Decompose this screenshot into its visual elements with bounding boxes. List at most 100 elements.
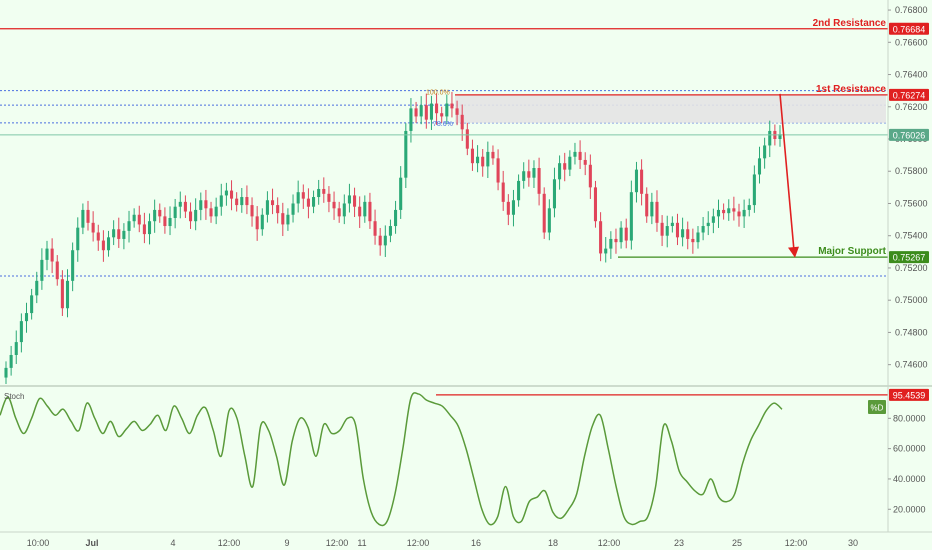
candle-body — [153, 209, 157, 222]
candle-body — [593, 187, 598, 222]
candle-body — [634, 169, 639, 193]
candle-body — [681, 229, 685, 238]
time-tick-label: 12:00 — [326, 538, 349, 548]
candle-body — [670, 222, 674, 227]
time-tick-label: 23 — [674, 538, 684, 548]
candle-body — [588, 164, 592, 188]
candle-body — [450, 103, 454, 109]
candle-body — [583, 159, 587, 165]
candle-body — [424, 105, 428, 120]
candle-body — [522, 171, 526, 181]
candle-body — [414, 108, 418, 117]
price-tick-label: 0.75400 — [895, 231, 928, 241]
candle-body — [732, 208, 736, 212]
candle-body — [35, 280, 39, 296]
time-tick-label: 16 — [471, 538, 481, 548]
candle-body — [383, 235, 387, 246]
candle-body — [506, 201, 510, 215]
fib-label-100: 100.0% — [426, 89, 450, 96]
candle-body — [394, 209, 398, 227]
candle-body — [624, 227, 628, 241]
candle-body — [578, 151, 582, 160]
candle-body — [517, 180, 521, 201]
candle-body — [158, 209, 162, 217]
stoch-title: Stoch — [4, 392, 24, 401]
price-tick-label: 0.75600 — [895, 198, 928, 208]
candle-body — [675, 222, 680, 238]
price-tick-label: 0.75200 — [895, 263, 928, 273]
candle-body — [465, 129, 469, 149]
candle-body — [224, 190, 228, 196]
candle-body — [112, 229, 116, 238]
second-resistance-label: 2nd Resistance — [813, 18, 887, 29]
candle-body — [106, 237, 111, 251]
price-badge — [889, 22, 929, 35]
candle-body — [722, 209, 726, 214]
candle-body — [194, 209, 198, 222]
candle-body — [691, 238, 695, 243]
candle-body — [455, 108, 459, 115]
candle-body — [604, 248, 608, 254]
candle-body — [142, 224, 146, 235]
stoch-axis[interactable]: 80.0000 60.0000 40.0000 20.0000 95.4539 %D — [868, 388, 929, 514]
candle-body — [173, 206, 177, 218]
candle-body — [532, 168, 536, 178]
candle-body — [645, 193, 649, 217]
candle-body — [686, 229, 690, 239]
candle-body — [122, 230, 126, 239]
stoch-tick-label: 40.0000 — [893, 474, 926, 484]
projection-arrow-line — [779, 93, 795, 251]
candle-body — [209, 208, 213, 217]
candle-body — [558, 163, 562, 180]
candle-body — [60, 279, 64, 309]
stoch-series-badge — [868, 400, 886, 414]
candle-body — [599, 221, 603, 254]
candle-body — [619, 227, 623, 243]
resistance-zone — [455, 94, 886, 123]
candle-body — [650, 201, 654, 217]
candle-body — [563, 163, 567, 170]
candle-body — [291, 203, 295, 215]
candle-body — [409, 108, 413, 131]
candle-body — [168, 217, 172, 227]
stoch-tick-label: 60.0000 — [893, 444, 926, 454]
candle-body — [470, 148, 474, 164]
candle-body — [235, 198, 239, 206]
candle-body — [609, 238, 613, 249]
candle-body — [711, 216, 715, 223]
candle-body — [778, 134, 782, 140]
candle-body — [214, 206, 218, 217]
candle-body — [255, 216, 259, 230]
candle-body — [55, 261, 59, 280]
candle-body — [147, 221, 152, 235]
candle-body — [127, 221, 131, 231]
price-tick-label: 0.74600 — [895, 360, 928, 370]
candle-body — [373, 221, 377, 236]
candle-body — [353, 195, 357, 207]
candle-body — [696, 232, 700, 243]
price-badge-label: 0.76684 — [893, 24, 926, 34]
time-axis[interactable]: 10:00 Jul 4 12:00 9 12:00 11 12:00 16 18 12:00 23 25… — [0, 531, 932, 548]
candle-body — [306, 198, 310, 207]
candle-body — [4, 367, 8, 378]
candle-body — [435, 103, 439, 114]
candle-body — [286, 214, 290, 225]
candle-body — [706, 222, 710, 227]
candle-body — [640, 169, 644, 194]
candle-body — [276, 205, 280, 214]
candle-body — [655, 201, 659, 223]
price-tick-label: 0.76600 — [895, 37, 928, 47]
projection-arrow-head — [788, 246, 799, 258]
candle-body — [65, 280, 70, 309]
time-tick-label: 12:00 — [785, 538, 808, 548]
candle-body — [265, 200, 269, 215]
price-axis[interactable]: 0.768000.766000.764000.762000.760000.758… — [888, 5, 929, 370]
candle-body — [14, 342, 18, 355]
candle-body — [368, 201, 372, 222]
time-tick-label: 10:00 — [27, 538, 50, 548]
time-tick-label: 12:00 — [218, 538, 241, 548]
first-resistance-label: 1st Resistance — [816, 84, 886, 95]
candle-body — [337, 208, 341, 217]
stoch-series-badge-label: %D — [871, 404, 884, 413]
time-tick-label: Jul — [85, 538, 98, 548]
